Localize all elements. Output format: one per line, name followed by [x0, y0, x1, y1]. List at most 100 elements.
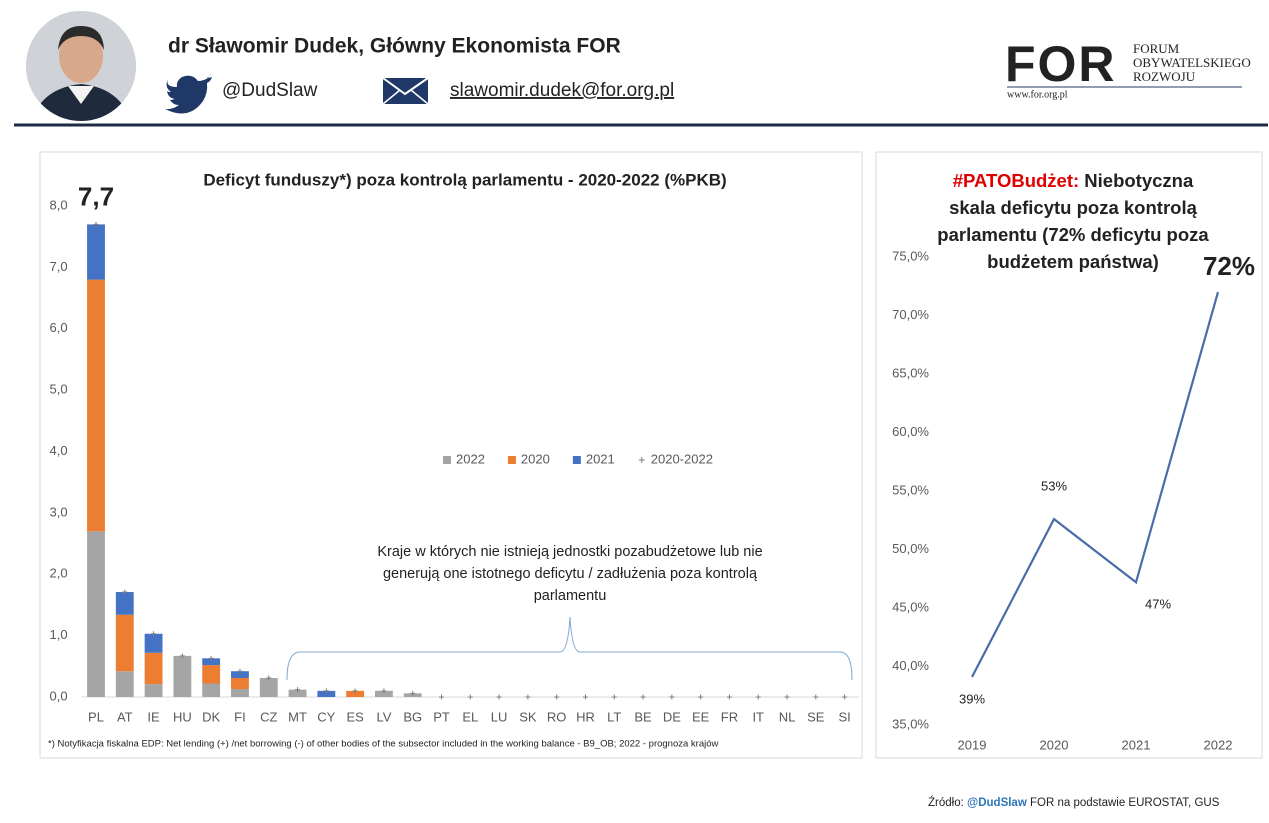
total-marker: [352, 688, 358, 694]
source-label: Źródło:: [928, 796, 964, 809]
annotation: Kraje w których nie istnieją jednostki p…: [377, 544, 762, 560]
y-tick-label: 7,0: [50, 259, 68, 274]
y-tick-label: 3,0: [50, 504, 68, 519]
legend-swatch: [572, 456, 581, 464]
y-tick-label: 4,0: [50, 443, 68, 458]
right-panel: [875, 151, 1263, 759]
logo-line: FORUM: [1133, 41, 1180, 56]
title-line: parlamentu (72% deficytu poza: [937, 224, 1209, 245]
x-tick-label: SI: [838, 709, 850, 724]
total-marker: [698, 694, 704, 700]
x-tick-label: DE: [663, 709, 681, 724]
bar-segment: [87, 224, 105, 280]
bar-segment: [231, 689, 249, 697]
y-tick-label: 5,0: [50, 382, 68, 397]
bar-segment: [87, 531, 105, 697]
y-tick-label: 1,0: [50, 627, 68, 642]
x-tick-label: 2022: [1204, 737, 1233, 752]
y-tick-label: 50,0%: [892, 541, 929, 556]
bar-segment: [202, 683, 221, 697]
bar-segment: [87, 279, 105, 532]
x-tick-label: AT: [117, 709, 133, 724]
bar-segment: [259, 677, 278, 697]
y-tick-label: 75,0%: [892, 248, 929, 263]
total-marker: [295, 687, 301, 693]
x-tick-label: DK: [202, 709, 220, 724]
y-tick-label: 60,0%: [892, 424, 929, 439]
logo-line: OBYWATELSKIEGO: [1133, 55, 1251, 70]
x-tick-label: EL: [462, 709, 478, 724]
bar-segment: [231, 671, 249, 678]
total-marker: [842, 694, 848, 700]
x-tick-label: IT: [752, 709, 764, 724]
total-marker: [93, 221, 99, 227]
bar-segment: [374, 690, 393, 697]
twitter-icon: [165, 73, 212, 114]
legend-marker: [638, 457, 645, 463]
data-label: 53%: [1041, 479, 1067, 494]
x-tick-label: MT: [288, 709, 307, 724]
total-marker: [323, 688, 329, 694]
total-marker: [755, 694, 761, 700]
x-tick-label: SE: [807, 709, 825, 724]
x-tick-label: CY: [317, 709, 335, 724]
x-tick-label: SK: [519, 709, 537, 724]
legend-label: 2020-2022: [651, 451, 713, 466]
x-tick-label: 2019: [958, 737, 987, 752]
total-marker: [525, 694, 531, 700]
bar-segment: [115, 614, 134, 672]
total-marker: [554, 694, 560, 700]
title-line: Niebotyczna: [1084, 170, 1194, 191]
bar-segment: [317, 690, 336, 697]
bar-segment: [202, 665, 221, 684]
author-name: dr Sławomir Dudek, Główny Ekonomista FOR: [168, 35, 621, 58]
website: www.for.org.pl: [1007, 89, 1068, 100]
bar-segment: [202, 658, 221, 666]
author-photo: [26, 11, 136, 121]
data-label: 39%: [959, 691, 985, 706]
y-tick-label: 6,0: [50, 320, 68, 335]
x-tick-label: LT: [607, 709, 621, 724]
total-marker: [784, 694, 790, 700]
email[interactable]: slawomir.dudek@for.org.pl: [450, 80, 674, 101]
left-panel: [39, 151, 863, 759]
y-tick-label: 40,0%: [892, 658, 929, 673]
x-tick-label: FR: [721, 709, 738, 724]
y-tick-label: 55,0%: [892, 482, 929, 497]
y-tick-label: 70,0%: [892, 307, 929, 322]
legend-label: 2021: [586, 451, 615, 466]
footnote: *) Notyfikacja fiskalna EDP: Net lending…: [48, 739, 719, 750]
legend-label: 2020: [521, 451, 550, 466]
x-tick-label: CZ: [260, 709, 277, 724]
chart-title: Deficyt funduszy*) poza kontrolą parlame…: [203, 170, 726, 189]
legend-swatch: [443, 456, 451, 464]
chart-title: #PATOBudżet: Niebotyczna: [953, 170, 1194, 191]
logo: FOR: [1005, 36, 1117, 92]
total-marker: [496, 694, 502, 700]
x-tick-label: IE: [147, 709, 160, 724]
bar-segment: [144, 652, 163, 685]
y-tick-label: 0,0: [50, 688, 68, 703]
total-marker: [266, 675, 272, 681]
total-marker: [726, 694, 732, 700]
source: Źródło: @DudSlaw FOR na podstawie EUROST…: [928, 796, 1220, 809]
annotation: generują one istotnego deficytu / zadłuż…: [383, 566, 758, 582]
x-tick-label: BG: [403, 709, 422, 724]
y-tick-label: 65,0%: [892, 365, 929, 380]
twitter-handle: @DudSlaw: [222, 80, 318, 101]
total-marker: [467, 694, 473, 700]
total-marker: [410, 690, 416, 696]
source-text: FOR na podstawie EUROSTAT, GUS: [1030, 797, 1220, 809]
line: [971, 291, 1220, 678]
source-handle: @DudSlaw: [967, 797, 1027, 809]
bar-segment: [231, 677, 249, 690]
x-tick-label: 2021: [1122, 737, 1151, 752]
total-marker: [669, 694, 675, 700]
brace: [286, 616, 853, 681]
bar-segment: [144, 684, 163, 697]
y-tick-label: 8,0: [50, 197, 68, 212]
total-marker: [179, 653, 185, 659]
x-tick-label: LU: [491, 709, 508, 724]
total-marker: [582, 694, 588, 700]
